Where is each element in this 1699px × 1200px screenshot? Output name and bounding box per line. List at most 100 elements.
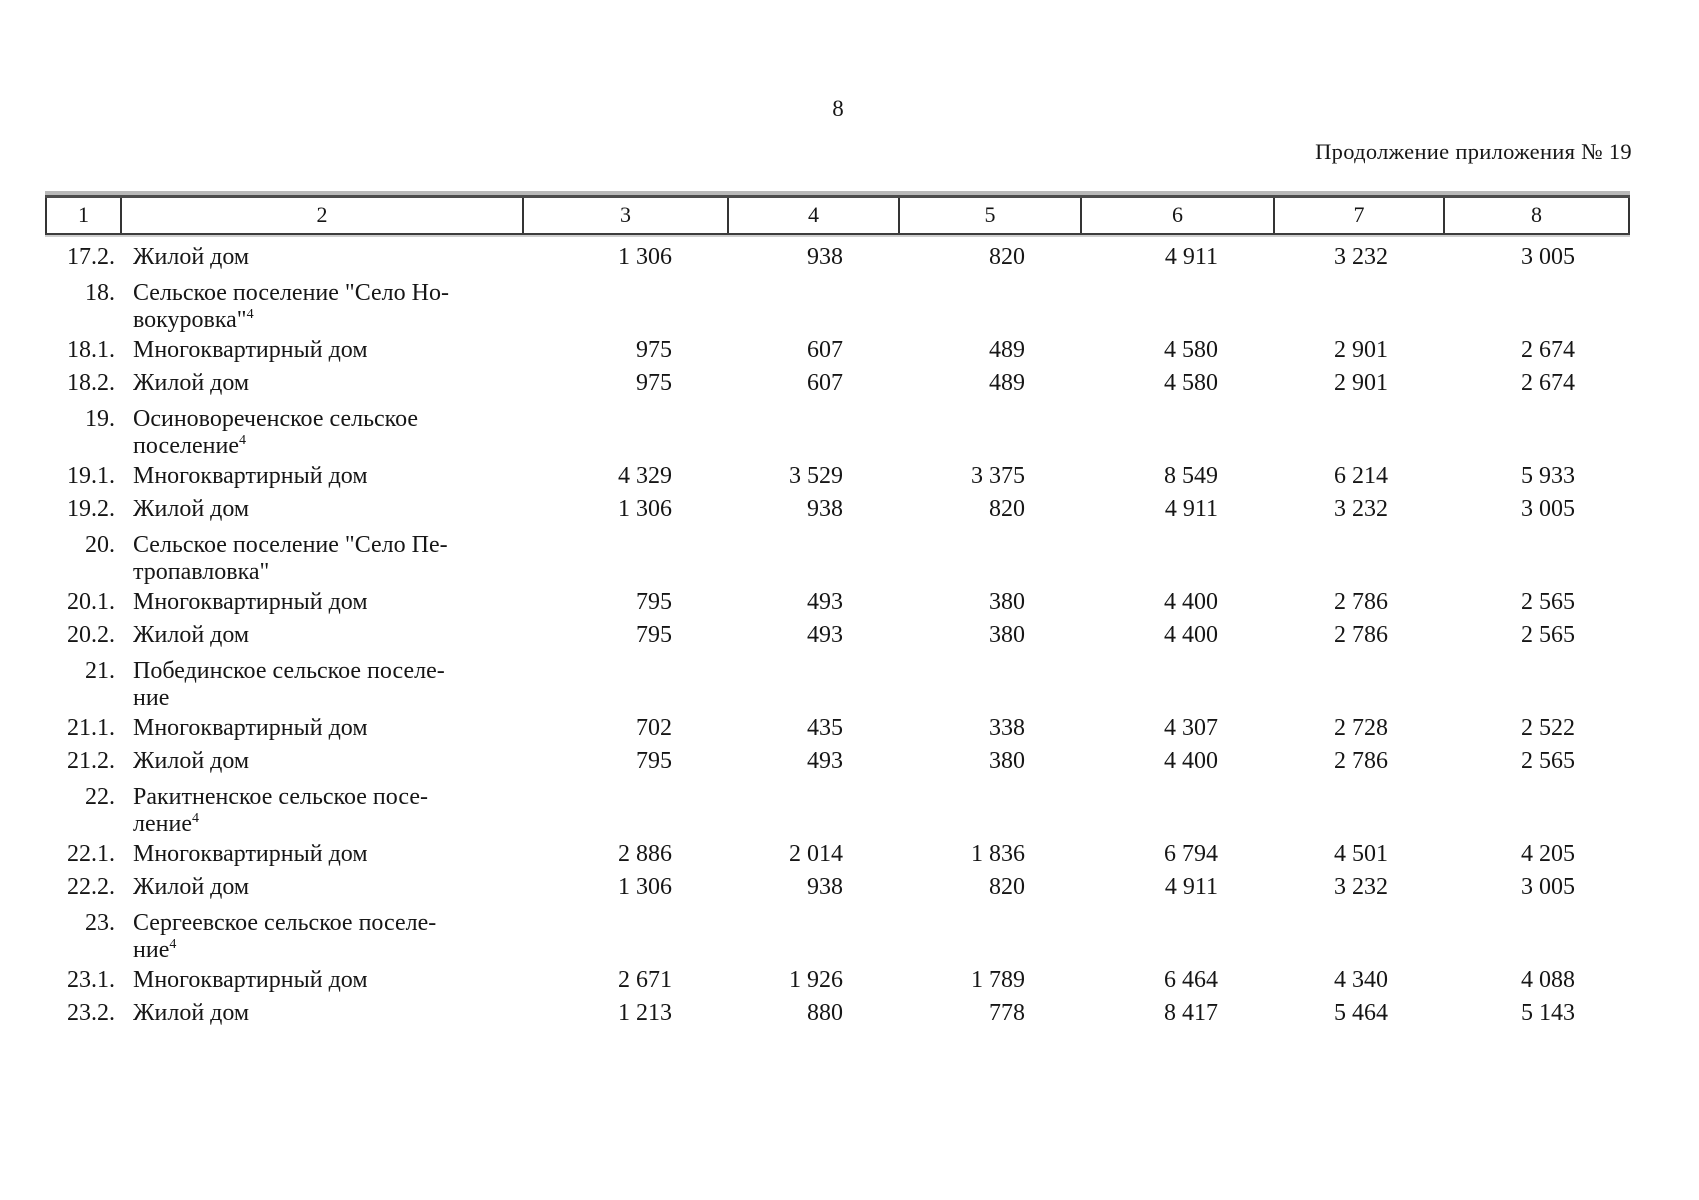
value-col-3: 1 306 xyxy=(618,496,672,522)
row-number: 19.2. xyxy=(67,496,115,522)
value-col-5: 820 xyxy=(989,244,1025,270)
value-col-4: 880 xyxy=(807,1000,843,1026)
row-number: 21. xyxy=(85,658,115,684)
value-col-3 xyxy=(522,406,727,460)
value-col-8 xyxy=(1443,658,1630,712)
value-col-4: 938 xyxy=(807,874,843,900)
value-col-3: 795 xyxy=(636,748,672,774)
value-col-4 xyxy=(727,406,898,460)
row-number: 22. xyxy=(85,784,115,810)
row-number: 23.2. xyxy=(67,1000,115,1026)
value-col-7 xyxy=(1273,280,1443,334)
value-col-6 xyxy=(1080,910,1273,964)
column-header-5: 5 xyxy=(898,198,1080,233)
table-row: 19.2. Жилой дом 1 306 938 820 4 911 3 232 3 005 xyxy=(45,493,1630,526)
column-header-8: 8 xyxy=(1443,198,1630,233)
value-col-7: 3 232 xyxy=(1334,874,1388,900)
value-col-6: 6 464 xyxy=(1164,967,1218,993)
value-col-3: 975 xyxy=(636,370,672,396)
value-col-6: 6 794 xyxy=(1164,841,1218,867)
value-col-8: 3 005 xyxy=(1521,874,1575,900)
value-col-8: 5 933 xyxy=(1521,463,1575,489)
table-row: 22. Ракитненское сельское посе-ление4 xyxy=(45,778,1630,838)
value-col-6 xyxy=(1080,658,1273,712)
row-name: Многоквартирный дом xyxy=(133,715,368,741)
table-row: 19.1. Многоквартирный дом 4 329 3 529 3 375 8… xyxy=(45,460,1630,493)
row-name: Многоквартирный дом xyxy=(133,337,368,363)
value-col-6: 4 580 xyxy=(1164,370,1218,396)
value-col-7 xyxy=(1273,406,1443,460)
row-name: Жилой дом xyxy=(133,874,250,900)
value-col-4: 493 xyxy=(807,748,843,774)
value-col-3: 975 xyxy=(636,337,672,363)
value-col-7: 2 728 xyxy=(1334,715,1388,741)
table-row: 20.2. Жилой дом 795 493 380 4 400 2 786 2 565 xyxy=(45,619,1630,652)
value-col-5: 820 xyxy=(989,874,1025,900)
column-header-4: 4 xyxy=(727,198,898,233)
value-col-3: 795 xyxy=(636,622,672,648)
column-header-3: 3 xyxy=(522,198,727,233)
value-col-4 xyxy=(727,532,898,586)
value-col-4: 2 014 xyxy=(789,841,843,867)
value-col-6: 4 400 xyxy=(1164,589,1218,615)
value-col-5: 380 xyxy=(989,748,1025,774)
value-col-8: 2 674 xyxy=(1521,337,1575,363)
value-col-5: 820 xyxy=(989,496,1025,522)
row-number: 20. xyxy=(85,532,115,558)
column-header-2: 2 xyxy=(120,198,522,233)
table-body: 17.2. Жилой дом 1 306 938 820 4 911 3 232 3 005… xyxy=(45,235,1630,1030)
row-name: Жилой дом xyxy=(133,748,250,774)
value-col-6: 4 580 xyxy=(1164,337,1218,363)
value-col-3: 795 xyxy=(636,589,672,615)
appendix-continuation-label: Продолжение приложения № 19 xyxy=(1315,139,1632,164)
value-col-3 xyxy=(522,784,727,838)
value-col-5: 489 xyxy=(989,370,1025,396)
value-col-8 xyxy=(1443,910,1630,964)
value-col-5: 380 xyxy=(989,589,1025,615)
row-name: Ракитненское сельское посе-ление4 xyxy=(133,784,428,837)
value-col-7 xyxy=(1273,784,1443,838)
value-col-7 xyxy=(1273,658,1443,712)
value-col-3: 1 306 xyxy=(618,874,672,900)
value-col-6: 4 307 xyxy=(1164,715,1218,741)
value-col-6: 8 417 xyxy=(1164,1000,1218,1026)
value-col-7: 2 786 xyxy=(1334,622,1388,648)
value-col-8: 4 205 xyxy=(1521,841,1575,867)
value-col-6 xyxy=(1080,784,1273,838)
row-name: Побединское сельское поселе-ние xyxy=(133,658,445,711)
row-name: Жилой дом xyxy=(133,370,250,396)
value-col-7: 6 214 xyxy=(1334,463,1388,489)
value-col-4: 938 xyxy=(807,244,843,270)
footnote-marker: 4 xyxy=(246,307,254,322)
value-col-8: 4 088 xyxy=(1521,967,1575,993)
table-row: 23.1. Многоквартирный дом 2 671 1 926 1 789 6… xyxy=(45,964,1630,997)
value-col-3 xyxy=(522,910,727,964)
footnote-marker: 4 xyxy=(169,937,177,952)
value-col-6 xyxy=(1080,532,1273,586)
value-col-8 xyxy=(1443,406,1630,460)
value-col-7: 2 901 xyxy=(1334,337,1388,363)
value-col-7: 3 232 xyxy=(1334,496,1388,522)
footnote-marker: 4 xyxy=(239,433,247,448)
value-col-5 xyxy=(898,910,1080,964)
value-col-6: 4 400 xyxy=(1164,622,1218,648)
value-col-4: 938 xyxy=(807,496,843,522)
row-name: Многоквартирный дом xyxy=(133,463,368,489)
value-col-5: 1 836 xyxy=(971,841,1025,867)
value-col-5: 3 375 xyxy=(971,463,1025,489)
value-col-4 xyxy=(727,784,898,838)
table-row: 20. Сельское поселение "Село Пе-тропавлов… xyxy=(45,526,1630,586)
value-col-7: 4 340 xyxy=(1334,967,1388,993)
row-name: Сельское поселение "Село Пе-тропавловка" xyxy=(133,532,448,585)
value-col-6: 4 911 xyxy=(1164,244,1218,270)
row-name: Жилой дом xyxy=(133,622,250,648)
row-number: 19.1. xyxy=(67,463,115,489)
value-col-6 xyxy=(1080,406,1273,460)
value-col-3: 4 329 xyxy=(618,463,672,489)
value-col-6: 4 400 xyxy=(1164,748,1218,774)
row-name: Осиновореченское сельское поселение4 xyxy=(133,406,419,459)
table-row: 19. Осиновореченское сельское поселение4 xyxy=(45,400,1630,460)
value-col-4: 3 529 xyxy=(789,463,843,489)
